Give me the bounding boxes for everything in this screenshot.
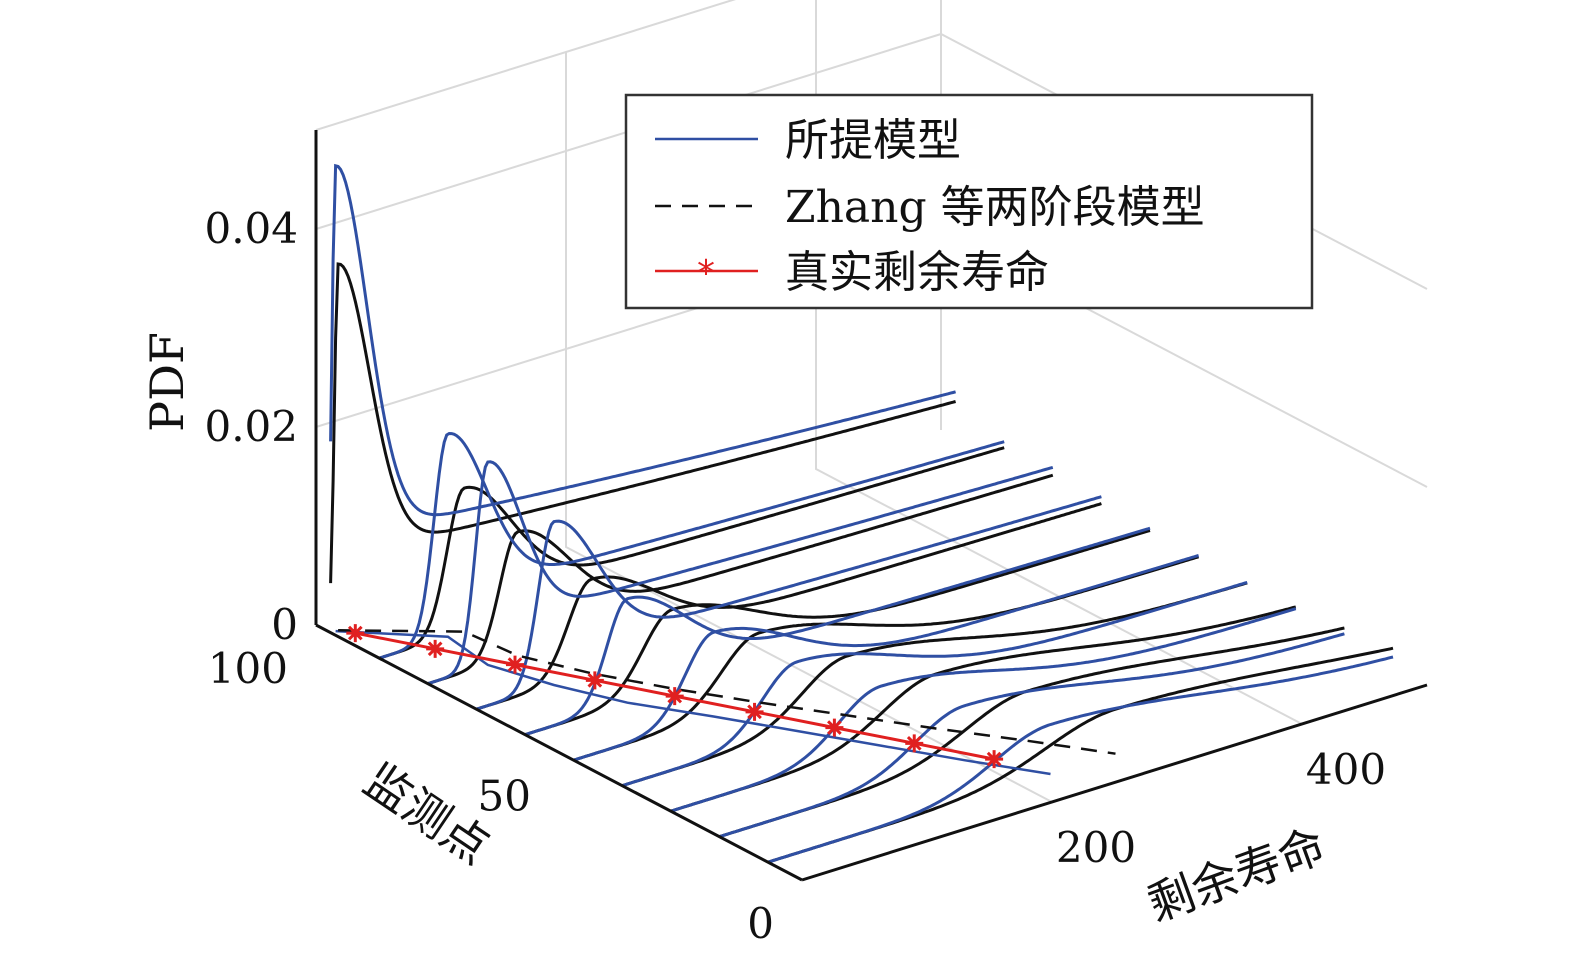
- z-tick-label: 0: [271, 600, 298, 649]
- true-rul-marker: [825, 718, 844, 737]
- true-rul-series: [346, 624, 1004, 769]
- mean-rul-lines: [335, 629, 1116, 776]
- true-rul-marker: [506, 655, 524, 674]
- legend-box: [624, 93, 1314, 310]
- zhang-pdf-curve: [378, 446, 1005, 660]
- z-tick-label: 0.02: [204, 402, 298, 451]
- true-rul-marker: [745, 702, 764, 721]
- zhang-pdf-curve: [329, 262, 957, 584]
- y-axis-line: [315, 623, 803, 882]
- x-tick-label: 200: [1056, 823, 1136, 872]
- y-tick-label: 100: [208, 644, 288, 693]
- legend-marker-true-rul: *: [697, 253, 715, 294]
- x-tick-label: 400: [1306, 745, 1386, 794]
- true-rul-marker: [665, 687, 684, 706]
- proposed-pdf-curves: [329, 163, 1394, 864]
- proposed-pdf-curve: [573, 554, 1200, 762]
- axes: [314, 130, 1428, 882]
- proposed-pdf-curve: [475, 495, 1102, 711]
- zhang-pdf-curve: [475, 502, 1102, 711]
- tick-labels: 0 0.02 0.04 0 50 100 200 400: [204, 204, 1386, 948]
- true-rul-marker: [346, 624, 365, 643]
- grid-line-rul: [565, 52, 1053, 803]
- z-axis-label: PDF: [140, 332, 194, 432]
- legend-label-proposed: 所提模型: [785, 115, 961, 166]
- x-axis-line: [801, 683, 1428, 882]
- proposed-pdf-curve: [524, 526, 1151, 737]
- zhang-mean-line: [338, 629, 1116, 755]
- zhang-pdf-curve: [427, 473, 1054, 686]
- true-rul-marker: [585, 671, 604, 690]
- zhang-pdf-curve: [621, 581, 1248, 788]
- legend-label-zhang: Zhang 等两阶段模型: [785, 182, 1205, 233]
- true-rul-marker: [426, 639, 445, 658]
- legend: 所提模型 Zhang 等两阶段模型 * 真实剩余寿命: [624, 93, 1314, 310]
- legend-label-true-rul: 真实剩余寿命: [785, 247, 1049, 298]
- z-tick-label: 0.04: [204, 204, 298, 253]
- true-rul-marker: [905, 734, 924, 753]
- proposed-pdf-curve: [670, 607, 1297, 813]
- proposed-pdf-curve: [767, 655, 1394, 864]
- proposed-pdf-curve: [427, 460, 1054, 686]
- y-tick-label: 0: [747, 899, 774, 948]
- x-axis-label: 剩余寿命: [1141, 818, 1332, 932]
- zhang-pdf-curve: [670, 605, 1297, 813]
- true-rul-marker: [985, 750, 1004, 769]
- grid-line-top: [315, 0, 737, 131]
- zhang-pdf-curve: [524, 529, 1151, 737]
- proposed-pdf-curve: [621, 580, 1248, 788]
- proposed-mean-line: [335, 629, 1051, 776]
- proposed-pdf-curve: [718, 632, 1345, 839]
- y-tick-label: 50: [478, 772, 531, 821]
